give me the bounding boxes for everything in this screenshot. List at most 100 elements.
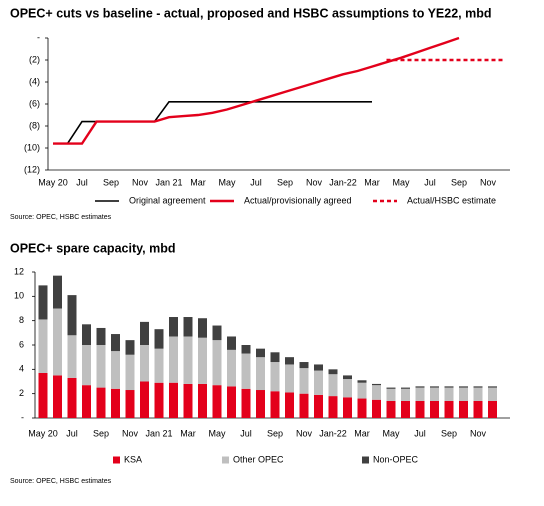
bar-segment <box>459 400 468 418</box>
bar-segment <box>343 375 352 380</box>
bar-segment <box>314 370 323 395</box>
bar-segment <box>111 351 120 389</box>
bar-segment <box>96 387 106 418</box>
bar-segment <box>82 324 91 345</box>
y-tick-label: (10) <box>24 142 40 152</box>
bar-segment <box>270 352 280 363</box>
bar-segment <box>111 388 120 418</box>
x-tick-label: Sep <box>277 177 293 187</box>
x-tick-label: May <box>392 177 410 187</box>
bar-segment <box>328 369 338 375</box>
x-tick-label: Nov <box>470 428 487 438</box>
bar-segment <box>372 399 381 418</box>
legend-label: Non-OPEC <box>373 454 419 464</box>
bar-segment <box>212 340 222 386</box>
bar-segment <box>67 295 77 336</box>
legend-label: Other OPEC <box>233 454 284 464</box>
bar-segment <box>241 388 251 418</box>
x-tick-label: Jan 21 <box>145 428 172 438</box>
bar-segment <box>53 275 62 309</box>
bar-segment <box>212 325 222 341</box>
x-tick-label: Jan-22 <box>319 428 347 438</box>
bar-segment <box>459 387 468 401</box>
bar-segment <box>53 375 62 418</box>
x-tick-label: May <box>218 177 236 187</box>
y-tick-label: 6 <box>19 339 24 349</box>
bar-segment <box>125 390 135 418</box>
bar-segment <box>212 385 222 418</box>
legend-swatch <box>362 456 369 464</box>
bar-segment <box>343 397 352 418</box>
bar-segment <box>227 386 236 418</box>
legend-label: Actual/HSBC estimate <box>407 195 496 205</box>
x-tick-label: Sep <box>267 428 283 438</box>
bar-segment <box>299 362 309 369</box>
bar-segment <box>357 380 367 383</box>
x-tick-label: Jan 21 <box>155 177 182 187</box>
bar-segment <box>473 387 483 401</box>
bar-segment <box>372 383 381 386</box>
x-tick-label: Sep <box>451 177 467 187</box>
x-tick-label: Jul <box>76 177 88 187</box>
bar-segment <box>430 386 439 388</box>
legend-label: Original agreement <box>129 195 206 205</box>
bar-segment <box>96 345 106 388</box>
bar-segment <box>198 318 207 338</box>
bar-segment <box>401 400 410 418</box>
bar-segment <box>140 345 149 382</box>
x-tick-label: Nov <box>296 428 313 438</box>
bar-segment <box>198 337 207 384</box>
bar-segment <box>183 383 193 418</box>
bar-segment <box>125 340 135 355</box>
bar-segment <box>328 374 338 397</box>
x-tick-label: May <box>382 428 400 438</box>
legend-label: Actual/provisionally agreed <box>244 195 352 205</box>
bar-segment <box>299 368 309 394</box>
y-tick-label: - <box>21 412 24 422</box>
chart-title: OPEC+ spare capacity, mbd <box>10 241 175 255</box>
bar-segment <box>488 387 497 401</box>
bar-segment <box>270 391 280 418</box>
bar-segment <box>38 285 48 320</box>
bar-segment <box>328 396 338 418</box>
series-line <box>53 36 460 145</box>
x-tick-label: Sep <box>93 428 109 438</box>
bar-segment <box>140 381 149 418</box>
x-tick-label: Jul <box>250 177 262 187</box>
bar-segment <box>386 400 396 418</box>
bar-segment <box>241 353 251 389</box>
bar-segment <box>183 336 193 384</box>
bar-segment <box>256 357 265 391</box>
bar-segment <box>227 336 236 350</box>
bar-segment <box>386 388 396 401</box>
x-tick-label: May 20 <box>28 428 58 438</box>
bar-segment <box>140 321 149 345</box>
bar-segment <box>401 388 410 401</box>
source: Source: OPEC, HSBC estimates <box>10 214 112 221</box>
bar-segment <box>285 364 294 393</box>
bar-segment <box>241 345 251 354</box>
bar-segment <box>314 364 323 371</box>
x-tick-label: Nov <box>306 177 323 187</box>
bar-segment <box>183 317 193 337</box>
bar-segment <box>459 386 468 388</box>
x-tick-label: Nov <box>132 177 149 187</box>
bar-segment <box>473 386 483 388</box>
y-tick-label: 12 <box>14 266 24 276</box>
x-tick-label: Nov <box>480 177 497 187</box>
bar-segment <box>198 383 207 418</box>
bar-segment <box>96 327 106 345</box>
bar-segment <box>299 393 309 418</box>
bar-segment <box>169 382 178 418</box>
bar-segment <box>314 394 323 418</box>
bar-segment <box>285 357 294 365</box>
y-tick-label: - <box>37 32 40 42</box>
bar-segment <box>343 379 352 398</box>
x-tick-label: Jul <box>414 428 426 438</box>
bar-segment <box>430 400 439 418</box>
bar-segment <box>169 317 178 337</box>
x-tick-label: May <box>208 428 226 438</box>
bar-segment <box>256 390 265 418</box>
y-tick-label: (8) <box>29 120 40 130</box>
